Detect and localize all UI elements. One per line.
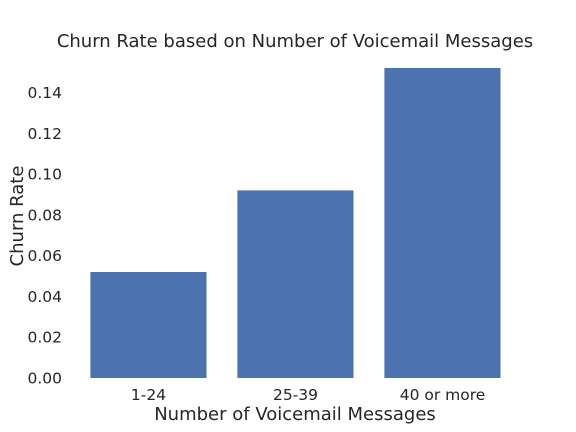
bar-1-24 (90, 272, 207, 378)
y-tick-label: 0.04 (27, 288, 62, 306)
y-tick-label: 0.12 (27, 125, 62, 143)
y-tick-label: 0.06 (27, 247, 62, 265)
x-tick-label: 25-39 (273, 386, 318, 404)
x-axis-label: Number of Voicemail Messages (154, 404, 436, 425)
y-tick-label: 0.00 (27, 370, 62, 388)
x-axis-ticks: 1-24 25-39 40 or more (131, 386, 485, 404)
y-axis-ticks: 0.00 0.02 0.04 0.06 0.08 0.10 0.12 0.14 (27, 84, 62, 388)
bar-25-39 (237, 190, 354, 378)
bar-40-or-more (384, 68, 501, 378)
bars-group (90, 68, 501, 378)
chart-title: Churn Rate based on Number of Voicemail … (57, 31, 533, 52)
y-tick-label: 0.02 (27, 329, 62, 347)
x-tick-label: 1-24 (131, 386, 166, 404)
y-tick-label: 0.14 (27, 84, 62, 102)
x-tick-label: 40 or more (400, 386, 486, 404)
y-tick-label: 0.08 (27, 206, 62, 224)
y-tick-label: 0.10 (27, 166, 62, 184)
y-axis-label: Churn Rate (7, 166, 28, 267)
